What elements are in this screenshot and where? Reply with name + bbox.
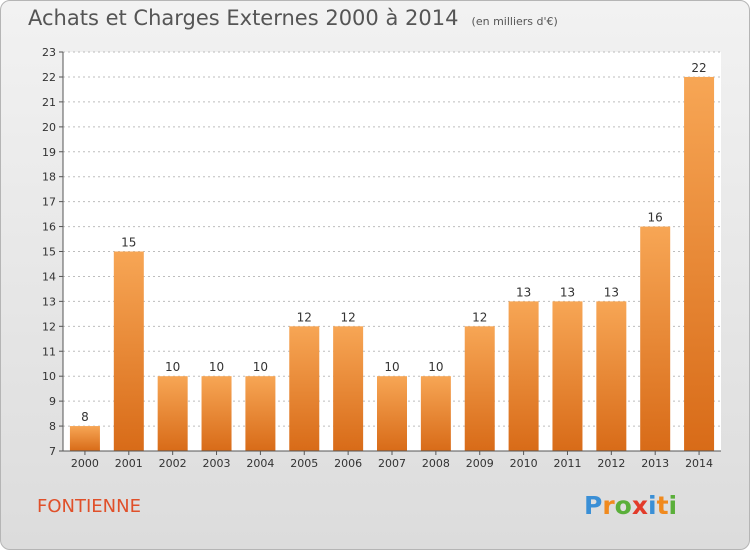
bar <box>113 251 144 451</box>
logo-letter: x <box>631 491 648 520</box>
bar <box>640 226 671 451</box>
data-label: 10 <box>253 360 268 374</box>
bar <box>157 376 188 451</box>
y-tick-label: 17 <box>42 196 56 209</box>
y-tick-label: 15 <box>42 246 56 259</box>
data-label: 22 <box>691 61 706 75</box>
bar <box>596 301 627 451</box>
data-label: 12 <box>297 310 312 324</box>
x-tick-label: 2008 <box>422 457 450 470</box>
data-label: 10 <box>384 360 399 374</box>
y-tick-label: 18 <box>42 171 56 184</box>
data-label: 13 <box>560 285 575 299</box>
data-label: 10 <box>428 360 443 374</box>
x-tick-label: 2005 <box>290 457 318 470</box>
logo-letter: i <box>648 491 657 520</box>
data-label: 16 <box>648 211 663 225</box>
chart-title-unit: (en milliers d'€) <box>471 15 558 28</box>
bar <box>377 376 407 451</box>
chart-title-main: Achats et Charges Externes 2000 à 2014 <box>28 6 459 30</box>
data-label: 15 <box>121 236 136 250</box>
y-tick-label: 8 <box>49 420 56 433</box>
bar <box>333 326 364 451</box>
y-tick-label: 9 <box>49 395 56 408</box>
logo-letter: P <box>584 491 603 520</box>
x-tick-label: 2000 <box>71 457 99 470</box>
logo-letter: o <box>614 491 632 520</box>
x-tick-label: 2011 <box>553 457 581 470</box>
x-tick-label: 2006 <box>334 457 362 470</box>
y-tick-label: 22 <box>42 71 56 84</box>
y-tick-label: 19 <box>42 146 56 159</box>
data-label: 13 <box>516 285 531 299</box>
y-tick-label: 20 <box>42 121 56 134</box>
y-tick-label: 23 <box>42 46 56 59</box>
y-tick-label: 12 <box>42 320 56 333</box>
bar <box>684 76 715 451</box>
data-label: 12 <box>340 310 355 324</box>
data-label: 10 <box>209 360 224 374</box>
bar <box>289 326 320 451</box>
x-tick-label: 2007 <box>378 457 406 470</box>
x-tick-label: 2012 <box>597 457 625 470</box>
data-label: 8 <box>81 410 89 424</box>
y-tick-label: 11 <box>42 345 56 358</box>
x-tick-label: 2013 <box>641 457 669 470</box>
bar <box>201 376 232 451</box>
data-label: 12 <box>472 310 487 324</box>
logo-letter: t <box>656 491 669 520</box>
data-label: 10 <box>165 360 180 374</box>
bar <box>464 326 495 451</box>
bar <box>552 301 583 451</box>
bar <box>420 376 451 451</box>
x-tick-label: 2010 <box>510 457 538 470</box>
chart-title: Achats et Charges Externes 2000 à 2014 (… <box>28 6 558 30</box>
y-tick-label: 10 <box>42 370 56 383</box>
bar <box>508 301 539 451</box>
x-tick-label: 2001 <box>115 457 143 470</box>
logo-letter: r <box>602 491 615 520</box>
commune-name: FONTIENNE <box>37 496 141 517</box>
data-label: 13 <box>604 285 619 299</box>
proxiti-logo: Proxiti <box>584 491 677 520</box>
y-tick-label: 13 <box>42 295 56 308</box>
x-tick-label: 2014 <box>685 457 713 470</box>
bar <box>69 426 100 451</box>
y-tick-label: 16 <box>42 221 56 234</box>
y-tick-label: 14 <box>42 270 56 283</box>
x-tick-label: 2002 <box>159 457 187 470</box>
y-tick-label: 21 <box>42 96 56 109</box>
bar <box>245 376 276 451</box>
x-tick-label: 2004 <box>246 457 274 470</box>
x-tick-label: 2003 <box>203 457 231 470</box>
x-tick-label: 2009 <box>466 457 494 470</box>
y-tick-label: 7 <box>49 445 56 458</box>
logo-letter: i <box>668 491 678 520</box>
